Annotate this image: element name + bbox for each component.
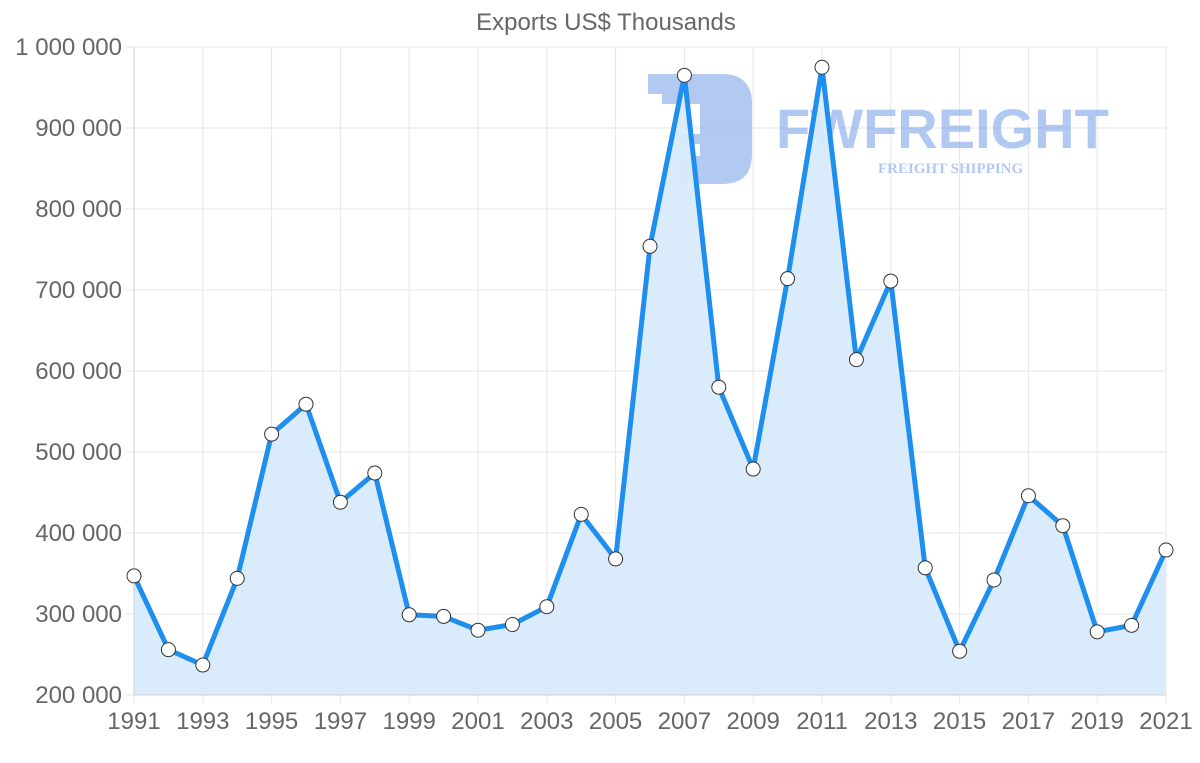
data-points (126, 59, 1174, 673)
data-point[interactable] (917, 560, 933, 576)
x-tick-label: 2007 (658, 708, 711, 735)
x-tick-label: 1995 (245, 708, 298, 735)
data-point[interactable] (1020, 488, 1036, 504)
brand-logo-icon (648, 74, 752, 184)
area-fill (134, 67, 1166, 696)
x-tick-label: 2015 (933, 708, 986, 735)
y-tick-label: 1 000 000 (15, 34, 122, 61)
data-point[interactable] (504, 617, 520, 633)
data-point[interactable] (711, 379, 727, 395)
x-tick-label: 2013 (864, 708, 917, 735)
data-point[interactable] (952, 643, 968, 659)
data-point[interactable] (848, 352, 864, 368)
data-point[interactable] (332, 494, 348, 510)
y-tick-label: 200 000 (35, 682, 122, 709)
x-tick-label: 2001 (451, 708, 504, 735)
data-point[interactable] (401, 607, 417, 623)
data-point[interactable] (126, 568, 142, 584)
x-tick-label: 1999 (383, 708, 436, 735)
data-point[interactable] (642, 238, 658, 254)
data-point[interactable] (470, 622, 486, 638)
y-tick-label: 900 000 (35, 115, 122, 142)
y-tick-label: 600 000 (35, 358, 122, 385)
y-tick-label: 300 000 (35, 601, 122, 628)
data-point[interactable] (436, 608, 452, 624)
x-tick-label: 2009 (727, 708, 780, 735)
x-tick-label: 2003 (520, 708, 573, 735)
x-tick-label: 2019 (1071, 708, 1124, 735)
chart-title: Exports US$ Thousands (476, 9, 736, 36)
data-point[interactable] (264, 426, 280, 442)
watermark: FWFREIGHT FREIGHT SHIPPING (648, 74, 1109, 184)
data-point[interactable] (883, 273, 899, 289)
data-point[interactable] (1055, 518, 1071, 534)
data-point[interactable] (745, 461, 761, 477)
data-point[interactable] (539, 599, 555, 615)
data-point[interactable] (1124, 617, 1140, 633)
data-point[interactable] (195, 657, 211, 673)
y-tick-label: 700 000 (35, 277, 122, 304)
y-tick-label: 400 000 (35, 520, 122, 547)
watermark-tagline: FREIGHT SHIPPING (878, 161, 1023, 177)
data-point[interactable] (367, 465, 383, 481)
data-point[interactable] (780, 271, 796, 287)
data-point[interactable] (676, 67, 692, 83)
x-tick-label: 2021 (1139, 708, 1192, 735)
data-point[interactable] (1158, 542, 1174, 558)
x-tick-label: 1997 (314, 708, 367, 735)
y-tick-label: 500 000 (35, 439, 122, 466)
data-point[interactable] (1089, 624, 1105, 640)
x-tick-label: 2005 (589, 708, 642, 735)
data-point[interactable] (160, 642, 176, 658)
data-point[interactable] (814, 59, 830, 75)
data-point[interactable] (608, 551, 624, 567)
data-point[interactable] (986, 572, 1002, 588)
x-tick-label: 1991 (107, 708, 160, 735)
x-axis-labels: 1991 1993 1995 1997 1999 2001 2003 2005 2007 2009… (107, 708, 1192, 735)
data-point[interactable] (229, 570, 245, 586)
y-tick-label: 800 000 (35, 196, 122, 223)
data-point[interactable] (573, 506, 589, 522)
x-tick-label: 1993 (176, 708, 229, 735)
y-axis-labels: 200 000 300 000 400 000 500 000 600 000 700 0… (15, 34, 122, 709)
axes (133, 47, 1166, 696)
x-tick-label: 2017 (1002, 708, 1055, 735)
x-tick-label: 2011 (796, 708, 848, 735)
data-point[interactable] (298, 396, 314, 412)
